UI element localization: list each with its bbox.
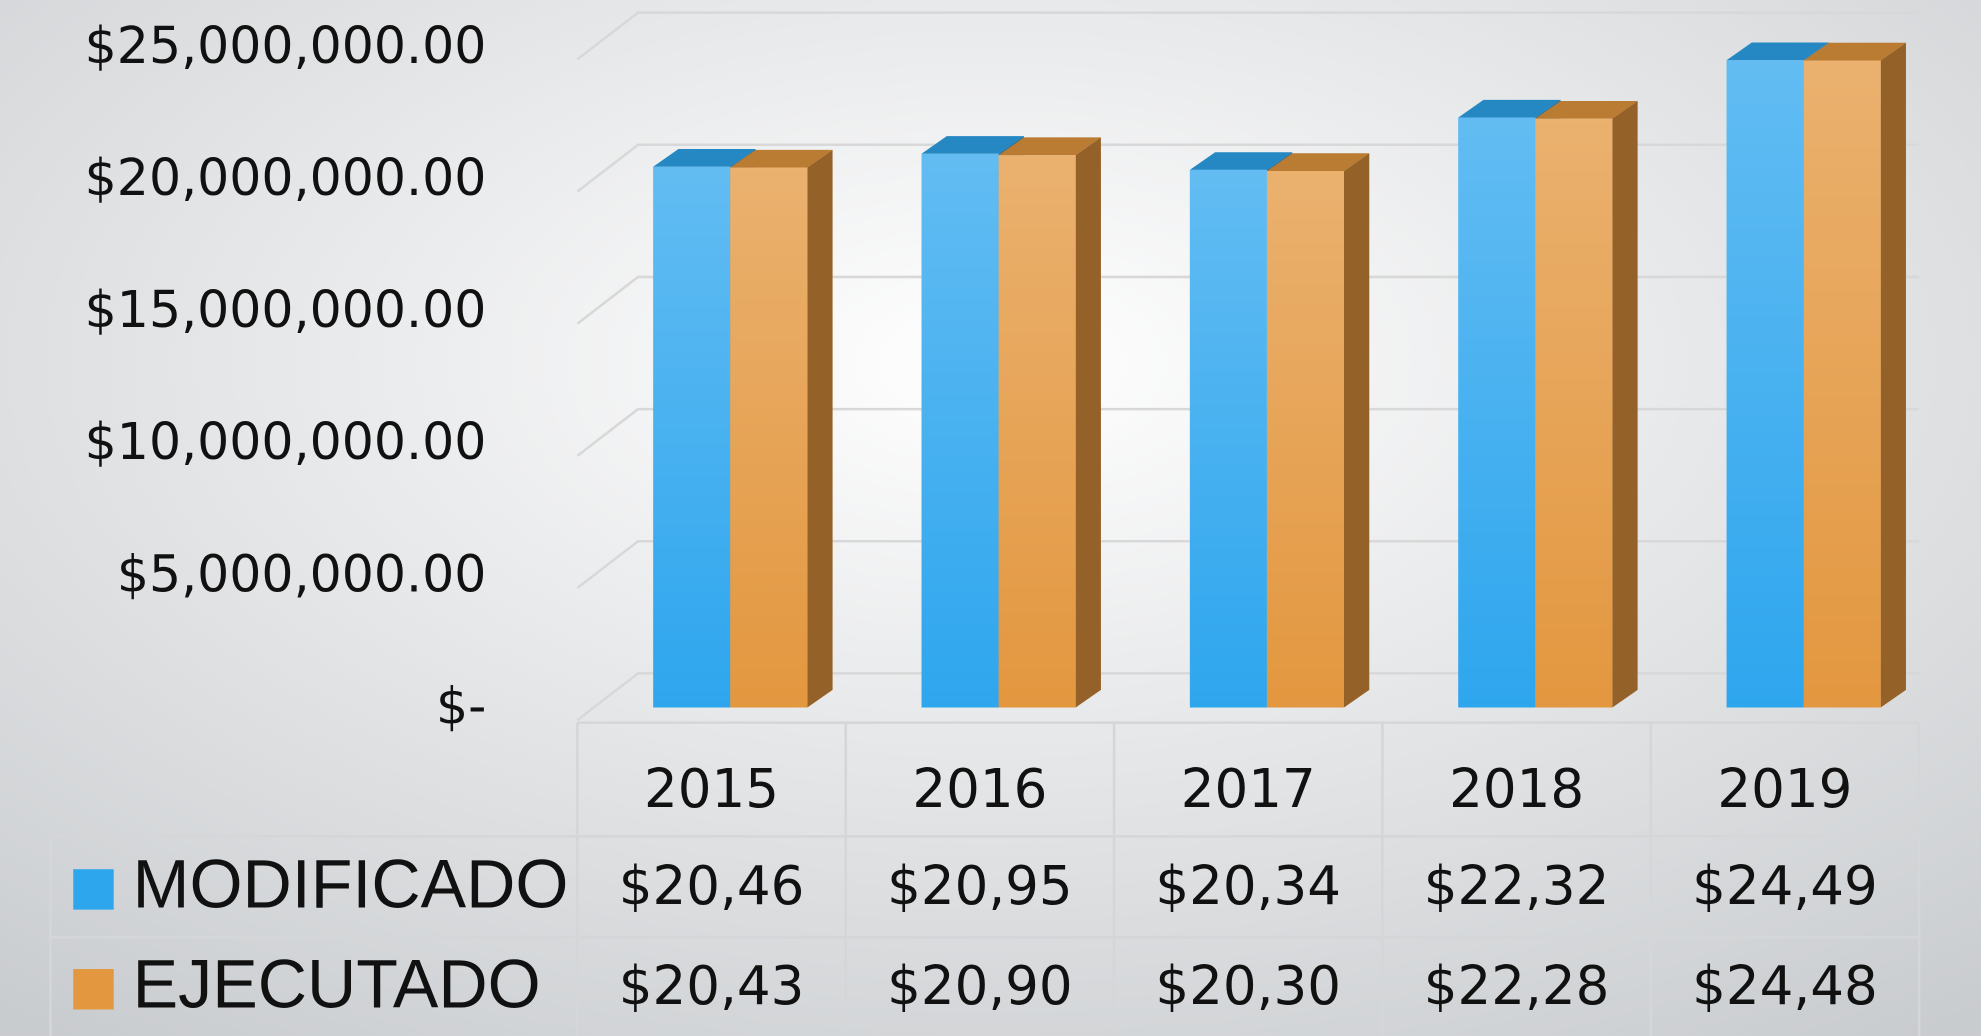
legend-label: MODIFICADO — [133, 846, 569, 922]
data-table-value: $22,32 — [1424, 855, 1610, 917]
data-table-value: $20,90 — [887, 955, 1073, 1017]
bar-side-shade — [1880, 42, 1906, 708]
x-tick-label: 2015 — [644, 758, 779, 820]
x-tick-label: 2017 — [1181, 758, 1316, 820]
data-table-value: $24,48 — [1692, 955, 1878, 1017]
bar-top — [1266, 153, 1370, 171]
bar-top — [1458, 99, 1561, 118]
bar-top — [1803, 42, 1906, 61]
data-table-value: $20,95 — [887, 855, 1073, 917]
data-table-value: $20,34 — [1155, 855, 1341, 917]
x-tick-label: 2019 — [1717, 758, 1852, 820]
bar-top — [653, 149, 756, 167]
bar-top — [730, 149, 833, 168]
bar-side — [1880, 42, 1906, 708]
y-tick-label: $25,000,000.00 — [85, 16, 487, 75]
bar-side — [1343, 153, 1370, 708]
bar-top-shade — [998, 137, 1101, 156]
grid-line — [576, 11, 1920, 61]
bar-top-shade — [1535, 100, 1638, 119]
bar-top — [1535, 100, 1638, 119]
bar-top — [998, 137, 1101, 156]
bar-top-shade — [1189, 152, 1293, 170]
bar-side-shade — [1075, 137, 1101, 708]
bar-shine — [1458, 117, 1536, 708]
data-table-value: $24,49 — [1692, 855, 1878, 917]
y-tick-label: $5,000,000.00 — [117, 544, 487, 603]
legend-label: EJECUTADO — [133, 946, 541, 1022]
data-table-value: $20,30 — [1155, 955, 1341, 1017]
bar-shine — [1726, 60, 1804, 708]
bar-top — [921, 136, 1024, 154]
bar-side-shade — [807, 149, 833, 708]
data-table-value: $20,46 — [619, 855, 805, 917]
x-tick-label: 2018 — [1449, 758, 1584, 820]
bar-top — [1726, 42, 1829, 61]
data-table-value: $22,28 — [1424, 955, 1610, 1017]
bar-shine — [653, 166, 731, 708]
legend-swatch — [73, 869, 114, 910]
bar-side-shade — [1343, 153, 1370, 708]
bar-side — [1612, 100, 1638, 708]
data-table-value: $20,43 — [619, 955, 805, 1017]
x-tick-label: 2016 — [912, 758, 1047, 820]
bar-top-shade — [1266, 153, 1370, 171]
y-tick-label: $20,000,000.00 — [85, 148, 487, 207]
y-tick-label: $10,000,000.00 — [85, 412, 487, 471]
bar-shine — [1535, 118, 1613, 708]
bar-side-shade — [1612, 100, 1638, 708]
bar-top-shade — [730, 149, 833, 168]
bar-shine — [730, 167, 808, 708]
bar-top-shade — [1458, 99, 1561, 118]
bar-shine — [1803, 60, 1881, 708]
y-tick-label: $15,000,000.00 — [85, 280, 487, 339]
bar-top-shade — [653, 149, 756, 167]
bar-side — [807, 149, 833, 708]
bar-top — [1189, 152, 1293, 170]
y-tick-label: $- — [436, 677, 486, 736]
bar-top-shade — [1803, 42, 1906, 61]
bar-side — [1075, 137, 1101, 708]
bar-shine — [998, 155, 1076, 708]
bar-shine — [1189, 169, 1267, 708]
bar-shine — [1266, 170, 1344, 708]
legend-swatch — [73, 969, 114, 1010]
bar-shine — [921, 153, 999, 708]
bar-top-shade — [1726, 42, 1829, 61]
bar-top-shade — [921, 136, 1024, 154]
